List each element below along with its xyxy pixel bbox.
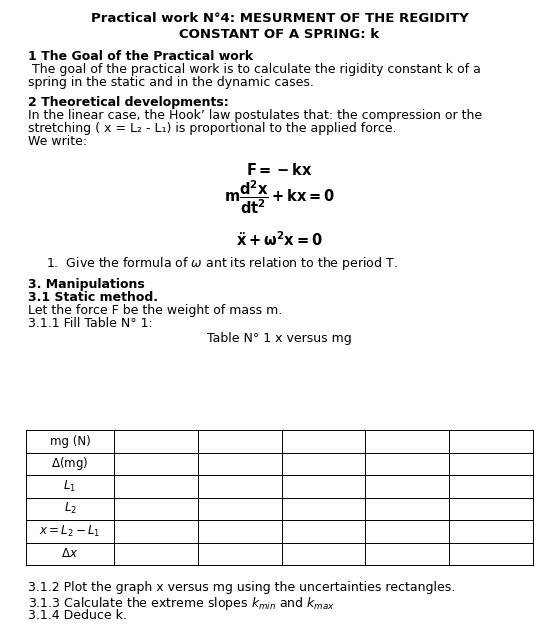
Text: 3. Manipulations: 3. Manipulations [28,278,145,291]
Text: $\mathbf{m\dfrac{d^2x}{dt^2} + kx = 0}$: $\mathbf{m\dfrac{d^2x}{dt^2} + kx = 0}$ [224,178,335,216]
Text: spring in the static and in the dynamic cases.: spring in the static and in the dynamic … [28,76,314,89]
Text: 3.1.2 Plot the graph x versus mg using the uncertainties rectangles.: 3.1.2 Plot the graph x versus mg using t… [28,581,455,594]
Text: CONSTANT OF A SPRING: k: CONSTANT OF A SPRING: k [179,28,380,41]
Text: 3.1 Static method.: 3.1 Static method. [28,291,158,304]
Text: $x = L_2 - L_1$: $x = L_2 - L_1$ [39,524,101,539]
Text: mg (N): mg (N) [50,435,91,447]
Text: Practical work N°4: MESURMENT OF THE REGIDITY: Practical work N°4: MESURMENT OF THE REG… [91,12,468,25]
Text: In the linear case, the Hook’ law postulates that: the compression or the: In the linear case, the Hook’ law postul… [28,109,482,122]
Text: 3.1.4 Deduce k.: 3.1.4 Deduce k. [28,609,127,622]
Text: $L_2$: $L_2$ [64,501,77,516]
Text: 2 Theoretical developments:: 2 Theoretical developments: [28,96,229,109]
Text: $\mathbf{F = -kx}$: $\mathbf{F = -kx}$ [246,162,313,178]
Text: $\Delta x$: $\Delta x$ [61,547,79,560]
Text: $\mathbf{\ddot{x} + \omega^2 x = 0}$: $\mathbf{\ddot{x} + \omega^2 x = 0}$ [236,230,323,248]
Text: $L_1$: $L_1$ [64,479,77,494]
Text: 1.  Give the formula of $\omega$ ant its relation to the period T.: 1. Give the formula of $\omega$ ant its … [46,255,397,272]
Text: $\Delta$(mg): $\Delta$(mg) [51,455,88,473]
Text: 1 The Goal of the Practical work: 1 The Goal of the Practical work [28,50,253,63]
Text: stretching ( x = L₂ - L₁) is proportional to the applied force.: stretching ( x = L₂ - L₁) is proportiona… [28,122,396,135]
Text: Let the force F be the weight of mass m.: Let the force F be the weight of mass m. [28,304,282,317]
Text: Table N° 1 x versus mg: Table N° 1 x versus mg [207,332,352,345]
Text: The goal of the practical work is to calculate the rigidity constant k of a: The goal of the practical work is to cal… [28,63,481,76]
Text: 3.1.1 Fill Table N° 1:: 3.1.1 Fill Table N° 1: [28,317,153,330]
Text: We write:: We write: [28,135,87,148]
Text: 3.1.3 Calculate the extreme slopes $k_{min}$ and $k_{max}$: 3.1.3 Calculate the extreme slopes $k_{m… [28,595,335,612]
